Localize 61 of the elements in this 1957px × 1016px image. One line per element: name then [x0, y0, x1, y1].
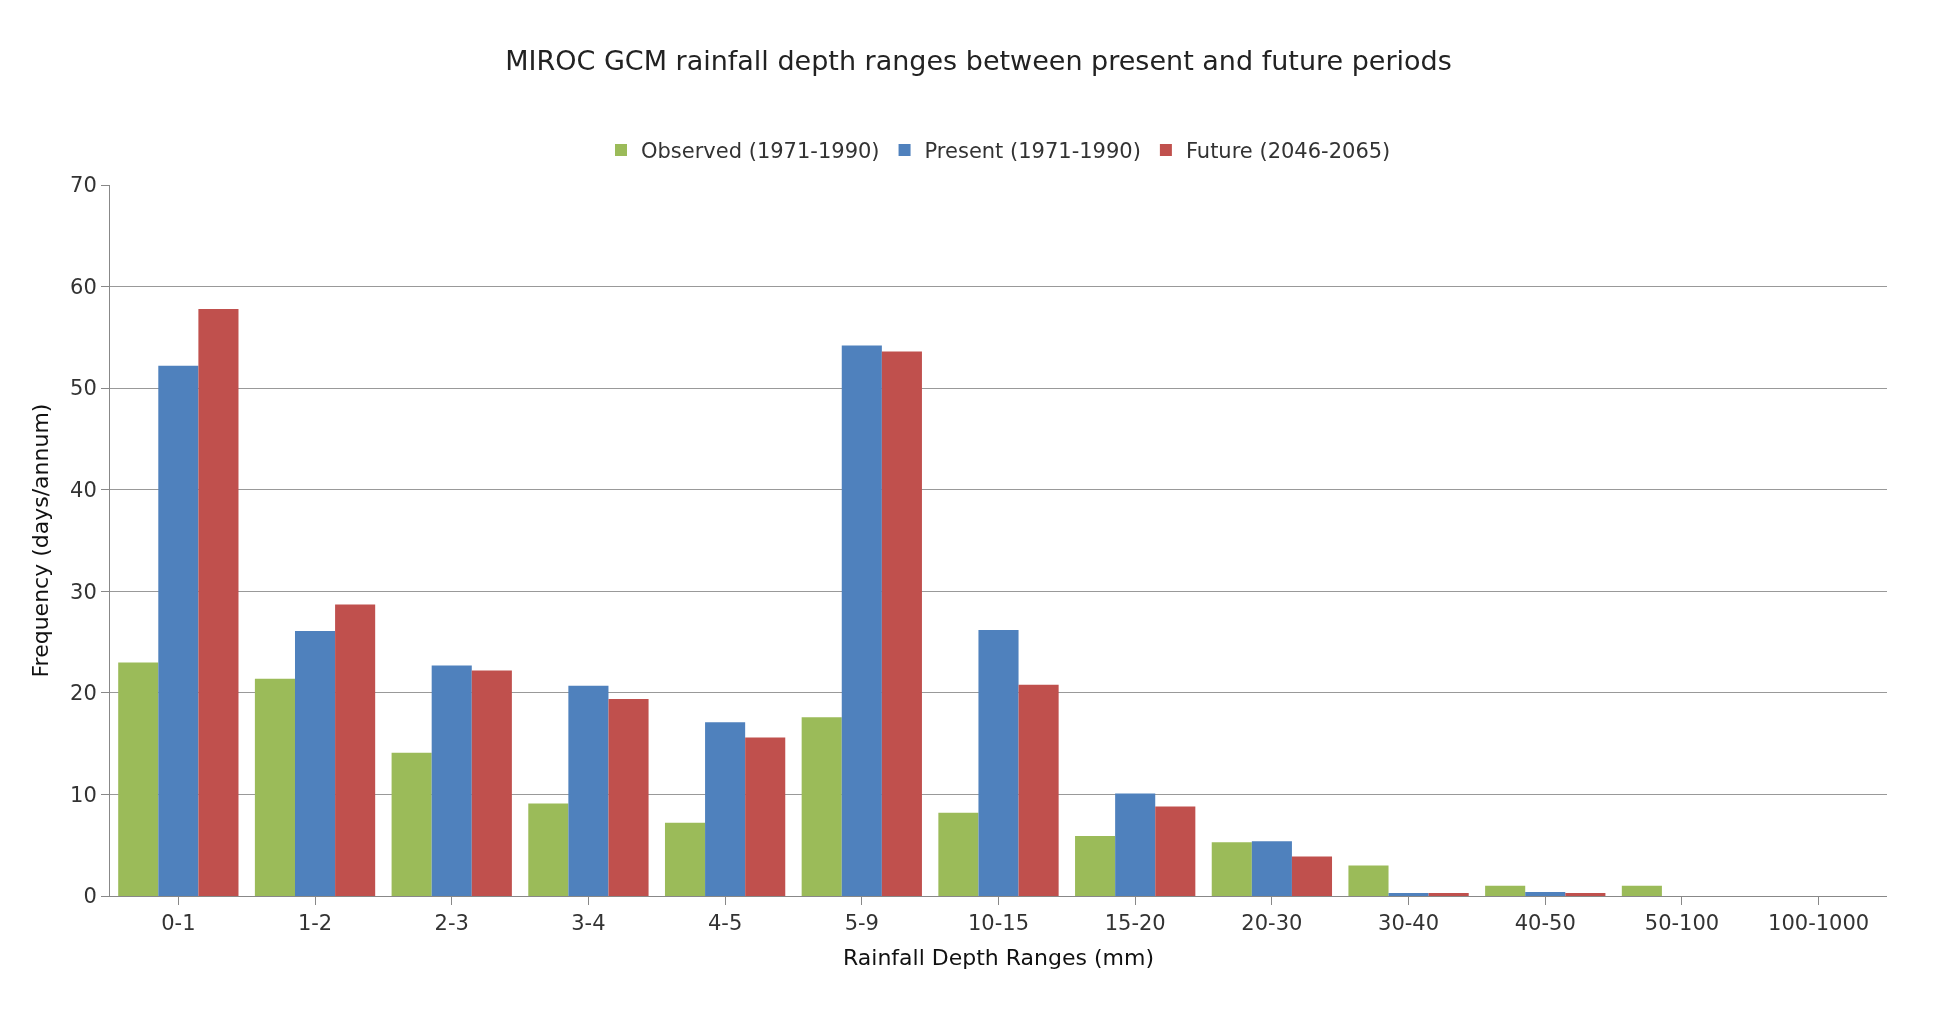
- chart-title: MIROC GCM rainfall depth ranges between present and future periods: [505, 44, 1452, 76]
- y-tick-label: 60: [70, 274, 97, 299]
- bar: [1115, 793, 1156, 896]
- bar: [391, 752, 432, 896]
- bar: [841, 345, 882, 896]
- bar: [528, 803, 569, 896]
- bar: [664, 822, 706, 896]
- bar: [978, 629, 1019, 896]
- bar: [745, 737, 786, 896]
- y-axis-title: Frequency (days/annum): [27, 403, 53, 678]
- bar: [1565, 892, 1606, 896]
- y-tick-label: 70: [70, 173, 97, 198]
- bar: [1388, 892, 1429, 896]
- legend-label: Observed (1971-1990): [641, 139, 880, 164]
- bar: [431, 665, 472, 896]
- x-tick-label: 30-40: [1378, 911, 1440, 936]
- bar: [801, 717, 842, 896]
- bar: [1018, 684, 1059, 896]
- bar: [118, 662, 159, 896]
- y-tick-label: 40: [70, 478, 97, 503]
- y-tick-label: 30: [70, 579, 97, 604]
- bar: [335, 604, 376, 896]
- bar: [1155, 806, 1196, 896]
- legend-label: Future (2046-2065): [1185, 139, 1391, 164]
- x-tick-label: 4-5: [707, 911, 743, 936]
- bar: [1428, 892, 1469, 896]
- bar: [1211, 842, 1252, 896]
- bar: [1525, 891, 1566, 896]
- bar: [1621, 885, 1662, 896]
- bar: [1251, 841, 1292, 896]
- bar: [1075, 836, 1116, 896]
- x-tick-label: 5-9: [844, 911, 879, 936]
- x-tick-label: 1-2: [297, 911, 333, 936]
- y-tick-label: 0: [83, 884, 97, 909]
- bar: [705, 722, 746, 896]
- x-tick-label: 100-1000: [1768, 911, 1870, 936]
- bar: [1485, 885, 1526, 896]
- y-tick-label: 50: [70, 376, 97, 401]
- bar: [881, 351, 922, 896]
- x-tick-label: 40-50: [1514, 911, 1576, 936]
- legend-label: Present (1971-1990): [924, 139, 1141, 164]
- x-tick-label: 2-3: [434, 911, 469, 936]
- x-tick-label: 10-15: [967, 911, 1030, 936]
- bar: [294, 630, 336, 896]
- x-tick-label: 3-4: [571, 911, 606, 936]
- x-axis-title: Rainfall Depth Ranges (mm): [843, 945, 1154, 971]
- bar: [938, 812, 979, 896]
- bar: [1291, 856, 1333, 896]
- x-tick-label: 20-30: [1241, 911, 1303, 936]
- y-tick-label: 20: [70, 681, 97, 706]
- bar: [254, 678, 295, 896]
- bar: [198, 308, 239, 896]
- x-tick-label: 0-1: [161, 911, 196, 936]
- x-tick-label: 15-20: [1104, 911, 1166, 936]
- bar: [158, 365, 199, 896]
- y-tick-label: 10: [70, 782, 97, 807]
- x-tick-label: 50-100: [1644, 911, 1720, 936]
- bar: [1348, 865, 1389, 896]
- bar: [471, 670, 512, 896]
- bar: [608, 698, 649, 896]
- bar: [568, 685, 609, 896]
